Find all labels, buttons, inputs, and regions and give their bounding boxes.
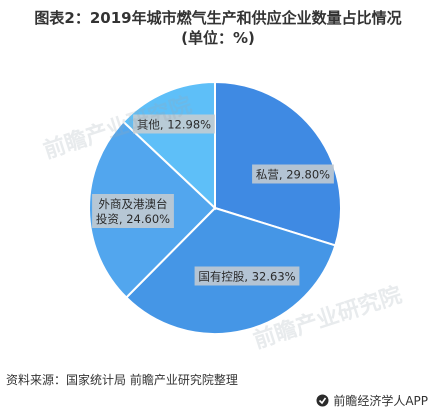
brand: 前瞻经济学人APP [316, 392, 428, 409]
brand-logo-icon [316, 394, 329, 407]
pie-slice [121, 80, 216, 211]
slice-label-background [133, 114, 215, 134]
slice-label-background [252, 164, 334, 184]
slice-label: 其他, 12.98% [133, 114, 215, 134]
chart-title: 图表2：2019年城市燃气生产和供应企业数量占比情况 (单位：%) [0, 8, 436, 48]
pie-slice [214, 80, 342, 247]
slice-label-text: 其他, 12.98% [137, 118, 211, 132]
source-note: 资料来源：国家统计局 前瞻产业研究院整理 [6, 373, 238, 387]
slice-label-text: 外商及港澳台 [99, 197, 168, 211]
slice-label-background [194, 266, 300, 286]
slice-label-text: 投资, 24.60% [96, 212, 170, 226]
slice-label-text: 私营, 29.80% [256, 168, 330, 182]
slice-label: 国有控股, 32.63% [194, 266, 300, 286]
chart-subtitle: (单位：%) [181, 29, 255, 47]
slice-label-text: 国有控股, 32.63% [198, 270, 295, 284]
brand-label: 前瞻经济学人APP [333, 394, 428, 408]
slice-label: 私营, 29.80% [252, 164, 334, 184]
slice-label-background [92, 194, 174, 228]
chart-title-main: 图表2：2019年城市燃气生产和供应企业数量占比情况 [34, 9, 402, 27]
